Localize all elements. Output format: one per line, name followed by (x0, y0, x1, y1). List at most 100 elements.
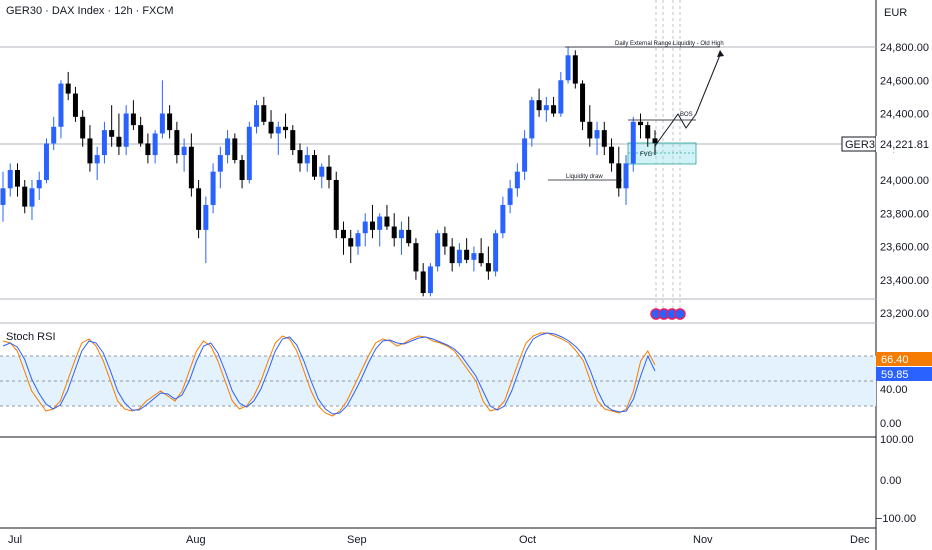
candle-body (326, 166, 332, 180)
candle-body (456, 249, 462, 264)
fvg-zone (627, 142, 697, 165)
candle-body (123, 113, 129, 147)
current-price-label: 24,221.81 (880, 139, 929, 151)
stoch-k-value: 66.40 (881, 354, 909, 366)
candle-body (109, 130, 115, 137)
candle-body (246, 126, 252, 180)
stoch-d-badge (876, 367, 932, 381)
candle-body (268, 121, 274, 134)
price-tick-label: 24,000.00 (880, 175, 929, 187)
candle-body (290, 130, 296, 151)
candle-body (638, 121, 644, 126)
candle-body (471, 253, 477, 260)
time-label-aug: Aug (186, 534, 206, 546)
candle-body (80, 116, 86, 139)
candle-body (529, 100, 535, 139)
candle-body (616, 163, 622, 189)
candle-body (188, 146, 194, 189)
candle-body (196, 188, 202, 230)
candle-body (406, 229, 412, 244)
candle-body (362, 221, 368, 234)
candle-body (493, 233, 499, 272)
candle-body (297, 150, 303, 164)
candle-body (384, 216, 390, 227)
liquidity-draw-label: Liquidity draw (566, 174, 603, 180)
candle-body (609, 146, 615, 164)
candle-body (507, 188, 513, 205)
time-label-sep: Sep (347, 534, 367, 546)
stoch-tick-0b: 0.00 (880, 475, 901, 487)
candle-body (348, 238, 354, 247)
stoch-tick-100: 100.00 (880, 434, 914, 446)
price-tick-label: 24,400.00 (880, 109, 929, 121)
candle-body (558, 80, 564, 114)
price-tick-label: 24,800.00 (880, 42, 929, 54)
candle-body (369, 221, 375, 230)
candle-body (254, 105, 260, 127)
candle-body (391, 226, 397, 239)
candle-body (72, 93, 78, 117)
candle-body (645, 125, 651, 139)
old-high-label: Daily External Range Liquidity - Old Hig… (615, 41, 724, 47)
stoch-group (2, 332, 656, 417)
candle-body (130, 113, 136, 126)
candle-body (630, 121, 636, 164)
candle-body (152, 133, 158, 156)
candle-body (652, 138, 658, 144)
candle-body (500, 204, 506, 234)
candle-body (514, 171, 520, 189)
candle-body (594, 130, 600, 139)
candle-body (565, 55, 571, 81)
time-label-nov: Nov (693, 534, 713, 546)
fvg-label: FVG (640, 152, 653, 158)
candle-body (94, 155, 100, 164)
candle-body (181, 146, 187, 156)
candle-body (7, 170, 13, 189)
currency-label: EUR (884, 7, 907, 19)
candle-body (464, 249, 470, 260)
candle-body (87, 138, 93, 164)
time-label-jul: Jul (8, 534, 22, 546)
candle-body (22, 186, 28, 207)
price-tick-label: 24,600.00 (880, 75, 929, 87)
candles-group (0, 47, 658, 297)
candle-body (478, 253, 484, 264)
price-tick-label: 23,200.00 (880, 308, 929, 320)
event-icon[interactable] (674, 308, 686, 320)
candle-body (355, 233, 361, 247)
candle-body (225, 138, 231, 156)
candle-body (159, 113, 165, 134)
projection-path (654, 54, 721, 147)
price-tick-label: 23,600.00 (880, 242, 929, 254)
candle-body (587, 121, 593, 139)
candle-body (427, 266, 433, 294)
candle-body (485, 263, 491, 272)
candle-body (0, 188, 6, 205)
projection-arrowhead (717, 50, 724, 57)
candle-body (435, 233, 441, 267)
candle-body (413, 243, 419, 272)
candle-body (623, 163, 629, 189)
candle-body (43, 143, 49, 180)
current-price-badge (876, 136, 932, 152)
candle-body (449, 246, 455, 264)
indicator-title: Stoch RSI (6, 331, 56, 343)
price-axis[interactable]: 24,800.0024,600.0024,400.0024,200.0024,0… (880, 42, 929, 320)
candle-body (319, 166, 325, 177)
candle-body (174, 130, 180, 156)
candle-body (398, 229, 404, 239)
candle-body (340, 229, 346, 239)
time-label-oct: Oct (519, 534, 536, 546)
candle-body (601, 130, 607, 147)
candle-body (261, 105, 267, 122)
candle-body (138, 125, 144, 144)
candle-body (36, 180, 42, 189)
current-symbol-label: GER30 (845, 139, 881, 151)
event-icons[interactable] (650, 308, 686, 320)
candle-body (312, 155, 318, 177)
candle-body (420, 271, 426, 294)
candle-body (377, 216, 383, 230)
bos-label: BOS (680, 112, 693, 118)
time-axis[interactable]: Jul Aug Sep Oct Nov Dec (8, 534, 870, 546)
